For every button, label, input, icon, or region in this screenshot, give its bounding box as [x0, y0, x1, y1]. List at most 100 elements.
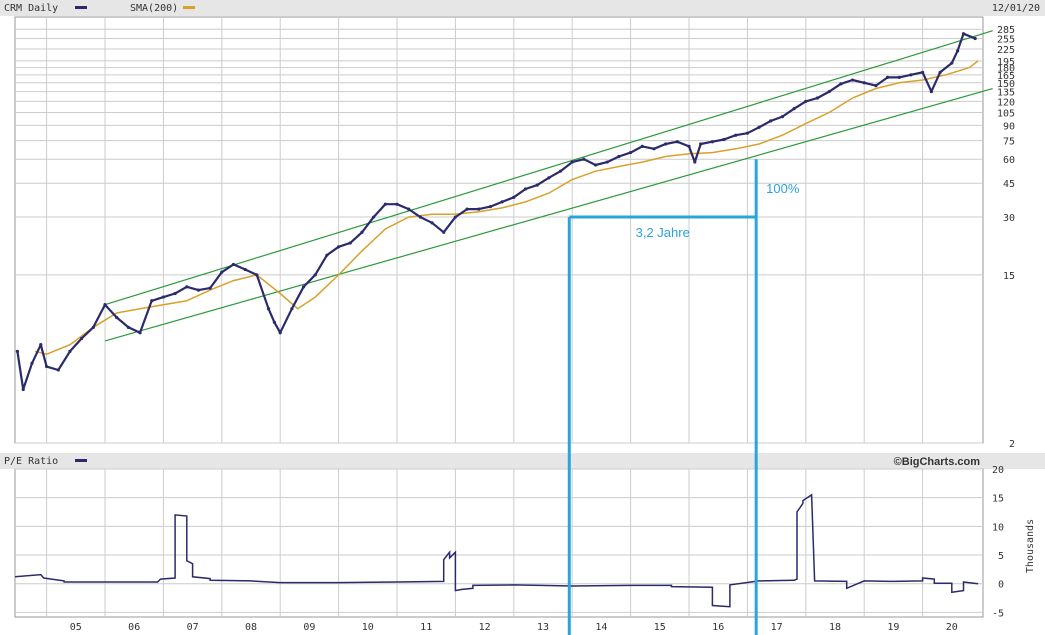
price-point — [745, 131, 750, 135]
price-point — [290, 307, 294, 311]
price-point — [243, 267, 247, 272]
price-point — [372, 215, 376, 219]
x-tick-label: 18 — [829, 622, 841, 633]
y-tick-label: 225 — [997, 45, 1015, 56]
pe-swatch — [75, 459, 87, 462]
price-point — [950, 61, 954, 65]
price-panel-header — [0, 0, 1045, 16]
y-tick-label: 10 — [992, 522, 1004, 533]
y-tick-label: 75 — [1003, 137, 1015, 148]
price-point — [734, 133, 738, 137]
price-point — [220, 270, 224, 274]
x-tick-label: 05 — [70, 622, 82, 633]
channel-line — [104, 87, 993, 342]
sma-swatch — [183, 6, 195, 9]
price-point — [15, 349, 19, 353]
y-tick-label: 30 — [1003, 213, 1015, 224]
price-point — [722, 137, 726, 142]
units-label: Thousands — [1025, 519, 1036, 573]
series-swatch — [75, 6, 87, 9]
x-tick-label: 09 — [303, 622, 315, 633]
y-tick-label: 60 — [1003, 155, 1015, 166]
channel-line — [104, 30, 993, 306]
sma-line — [34, 60, 979, 355]
price-point — [792, 107, 796, 111]
price-point — [693, 160, 697, 164]
price-point — [512, 195, 516, 199]
x-tick-label: 10 — [362, 622, 374, 633]
y-tick-label: 5 — [998, 551, 1004, 562]
y-tick-label: -5 — [992, 608, 1004, 619]
price-point — [488, 205, 493, 209]
price-point — [757, 125, 761, 129]
price-point — [313, 273, 317, 277]
price-point — [407, 207, 411, 211]
price-point — [80, 336, 84, 341]
y-tick-label: 120 — [997, 97, 1015, 108]
price-point — [45, 364, 49, 369]
price-point — [126, 325, 130, 329]
x-tick-label: 06 — [128, 622, 140, 633]
price-point — [815, 96, 820, 100]
price-point — [272, 320, 276, 324]
price-point — [30, 361, 34, 365]
price-point — [664, 142, 668, 146]
y-tick-label: 20 — [992, 465, 1004, 476]
price-point — [185, 285, 189, 289]
price-point — [909, 73, 913, 77]
price-point — [652, 147, 656, 151]
price-point — [921, 70, 925, 74]
price-point — [897, 75, 901, 79]
price-point — [91, 325, 95, 329]
x-tick-label: 14 — [595, 622, 607, 633]
price-point — [839, 82, 843, 86]
price-point — [956, 49, 960, 53]
x-tick-label: 15 — [654, 622, 666, 633]
price-point — [804, 99, 808, 104]
price-point — [56, 368, 60, 372]
lower-panel-label: P/E Ratio — [4, 456, 58, 467]
y-tick-label: 15 — [992, 494, 1004, 505]
price-point — [500, 200, 504, 204]
y-tick-label: 2 — [1009, 439, 1015, 450]
price-point — [769, 119, 773, 123]
y-tick-label: 180 — [997, 64, 1015, 75]
price-point — [68, 349, 72, 353]
price-point — [961, 32, 966, 36]
y-tick-label: 150 — [997, 79, 1015, 90]
price-point — [675, 140, 679, 144]
price-point — [535, 183, 539, 187]
price-point — [570, 160, 574, 164]
price-line — [16, 32, 976, 391]
price-point — [929, 89, 933, 94]
price-point — [150, 299, 154, 303]
price-point — [278, 331, 282, 335]
price-point — [699, 142, 703, 146]
price-point — [103, 303, 107, 307]
x-tick-label: 07 — [187, 622, 199, 633]
lower-panel-header — [0, 453, 1045, 469]
y-tick-label: 135 — [997, 88, 1015, 99]
price-point — [850, 78, 855, 82]
gain-label: 100% — [766, 181, 800, 196]
price-point — [138, 331, 142, 335]
price-point — [395, 202, 399, 206]
price-point — [687, 144, 691, 148]
price-point — [196, 288, 201, 292]
price-point — [617, 154, 621, 159]
y-tick-label: 165 — [997, 71, 1015, 82]
y-tick-label: 255 — [997, 35, 1015, 46]
sma-label: SMA(200) — [130, 3, 178, 14]
credit: ©BigCharts.com — [894, 456, 981, 468]
price-point — [161, 295, 165, 299]
price-point — [231, 262, 236, 267]
price-point — [115, 315, 119, 320]
price-point — [255, 273, 259, 277]
duration-label: 3,2 Jahre — [636, 225, 690, 240]
price-point — [383, 202, 387, 206]
price-point — [360, 230, 364, 234]
date-label: 12/01/20 — [992, 3, 1040, 14]
x-tick-label: 16 — [712, 622, 724, 633]
price-point — [430, 221, 434, 225]
